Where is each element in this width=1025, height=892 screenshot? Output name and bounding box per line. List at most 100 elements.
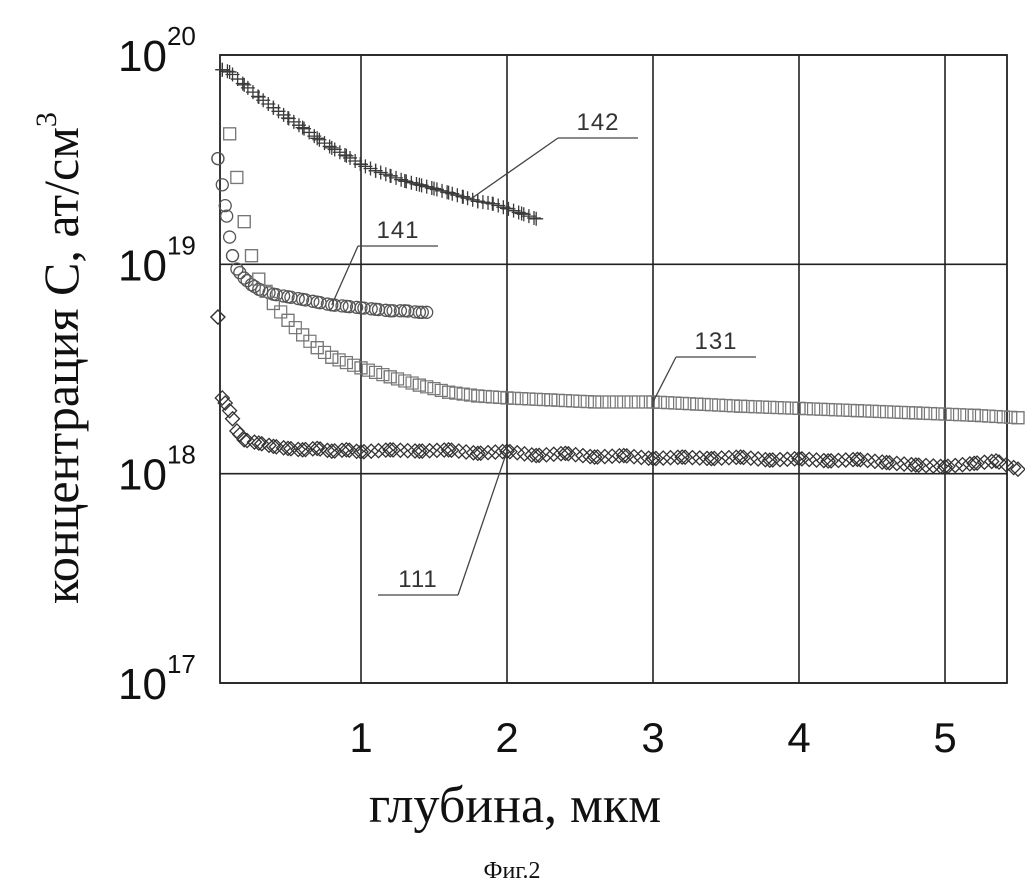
y-axis-label-main: концентрация С, ат/см (33, 127, 89, 604)
data-point-square (909, 406, 923, 420)
series-141 (211, 151, 434, 319)
data-point-square (938, 407, 952, 421)
data-point-diamond (966, 455, 983, 472)
data-point-square (1004, 410, 1018, 424)
data-point-circle (306, 294, 320, 308)
data-point-diamond (341, 442, 358, 459)
data-point-diamond (969, 455, 986, 471)
data-point-plus (354, 157, 368, 172)
data-point-square (887, 405, 901, 419)
data-point-diamond (954, 456, 971, 473)
data-point-diamond (236, 431, 253, 448)
data-point-circle (291, 291, 305, 306)
data-point-diamond (440, 441, 457, 458)
y-axis-label-superscript: 3 (30, 112, 63, 127)
data-point-diamond (228, 423, 245, 439)
annotation-leader (652, 356, 677, 403)
data-point-square (427, 382, 441, 396)
series-layer (210, 62, 1025, 478)
data-point-diamond (297, 441, 314, 458)
data-point-diamond (820, 453, 837, 469)
plot-area: 142 141 131 111 (210, 54, 1025, 684)
data-point-diamond (268, 438, 285, 455)
data-point-diamond (677, 449, 694, 466)
data-point-square (573, 394, 587, 408)
data-point-diamond (907, 457, 924, 473)
data-point-square (748, 400, 762, 414)
data-point-diamond (988, 453, 1005, 469)
data-point-square (566, 394, 580, 408)
data-point-diamond (867, 453, 883, 470)
data-point-diamond (231, 426, 248, 443)
data-point-diamond (721, 449, 737, 466)
data-point-plus (470, 194, 485, 209)
data-point-square (639, 395, 653, 409)
data-point-square (741, 399, 755, 414)
data-point-square (587, 395, 602, 409)
data-point-diamond (538, 446, 555, 463)
data-point-diamond (283, 440, 299, 457)
series-142 (215, 62, 544, 226)
data-point-diamond (250, 435, 267, 451)
data-point-diamond (399, 442, 416, 459)
data-point-diamond (586, 449, 603, 466)
data-point-circle (393, 304, 408, 318)
data-point-diamond (499, 443, 515, 460)
data-point-square (894, 405, 908, 419)
data-point-diamond (732, 449, 749, 466)
data-point-square (390, 372, 405, 386)
data-point-plus (485, 196, 500, 211)
data-point-diamond (947, 457, 964, 474)
data-point-square (252, 272, 266, 286)
x-tick-labels: 1 2 3 4 5 (349, 714, 956, 761)
data-point-diamond (319, 442, 336, 459)
data-point-square (361, 363, 375, 377)
data-point-square (536, 393, 551, 407)
data-point-square (960, 408, 974, 422)
data-point-circle (295, 292, 310, 307)
data-point-square (697, 397, 711, 412)
data-point-square (478, 389, 492, 404)
data-point-circle (218, 198, 232, 213)
data-point-diamond (735, 449, 752, 466)
data-point-diamond (655, 450, 672, 467)
data-point-circle (339, 299, 354, 313)
data-point-diamond (757, 451, 774, 468)
data-point-circle (215, 178, 229, 192)
data-point-square (828, 403, 843, 417)
data-point-diamond (976, 454, 993, 471)
y-tick-base: 10 (118, 241, 167, 290)
y-tick-label: 1017 (118, 649, 196, 709)
data-point-plus (324, 140, 339, 155)
data-point-diamond (823, 452, 840, 469)
grid (219, 54, 1008, 684)
data-point-square (982, 409, 996, 423)
data-point-diamond (523, 447, 540, 463)
data-point-square (763, 400, 777, 414)
data-point-square (259, 284, 273, 298)
data-point-square (1011, 411, 1025, 425)
data-point-diamond (786, 450, 803, 467)
data-point-diamond (1010, 461, 1025, 478)
data-point-square (719, 398, 733, 413)
data-point-square (931, 407, 945, 421)
data-point-diamond (830, 452, 847, 469)
data-point-diamond (280, 440, 296, 457)
x-tick-label: 4 (787, 714, 810, 761)
data-point-square (325, 350, 339, 364)
data-point-diamond (436, 442, 453, 458)
data-point-square (507, 391, 521, 405)
data-point-square (551, 393, 565, 407)
data-point-diamond (640, 450, 657, 467)
data-point-square (485, 390, 499, 404)
data-point-diamond (691, 450, 708, 466)
data-point-diamond (487, 444, 504, 461)
data-point-square (785, 401, 799, 415)
data-point-square (923, 406, 938, 421)
data-point-diamond (370, 442, 387, 459)
data-point-square (602, 395, 616, 409)
data-point-plus (295, 120, 310, 135)
annotation-leader (470, 137, 559, 200)
data-point-plus (397, 174, 412, 189)
